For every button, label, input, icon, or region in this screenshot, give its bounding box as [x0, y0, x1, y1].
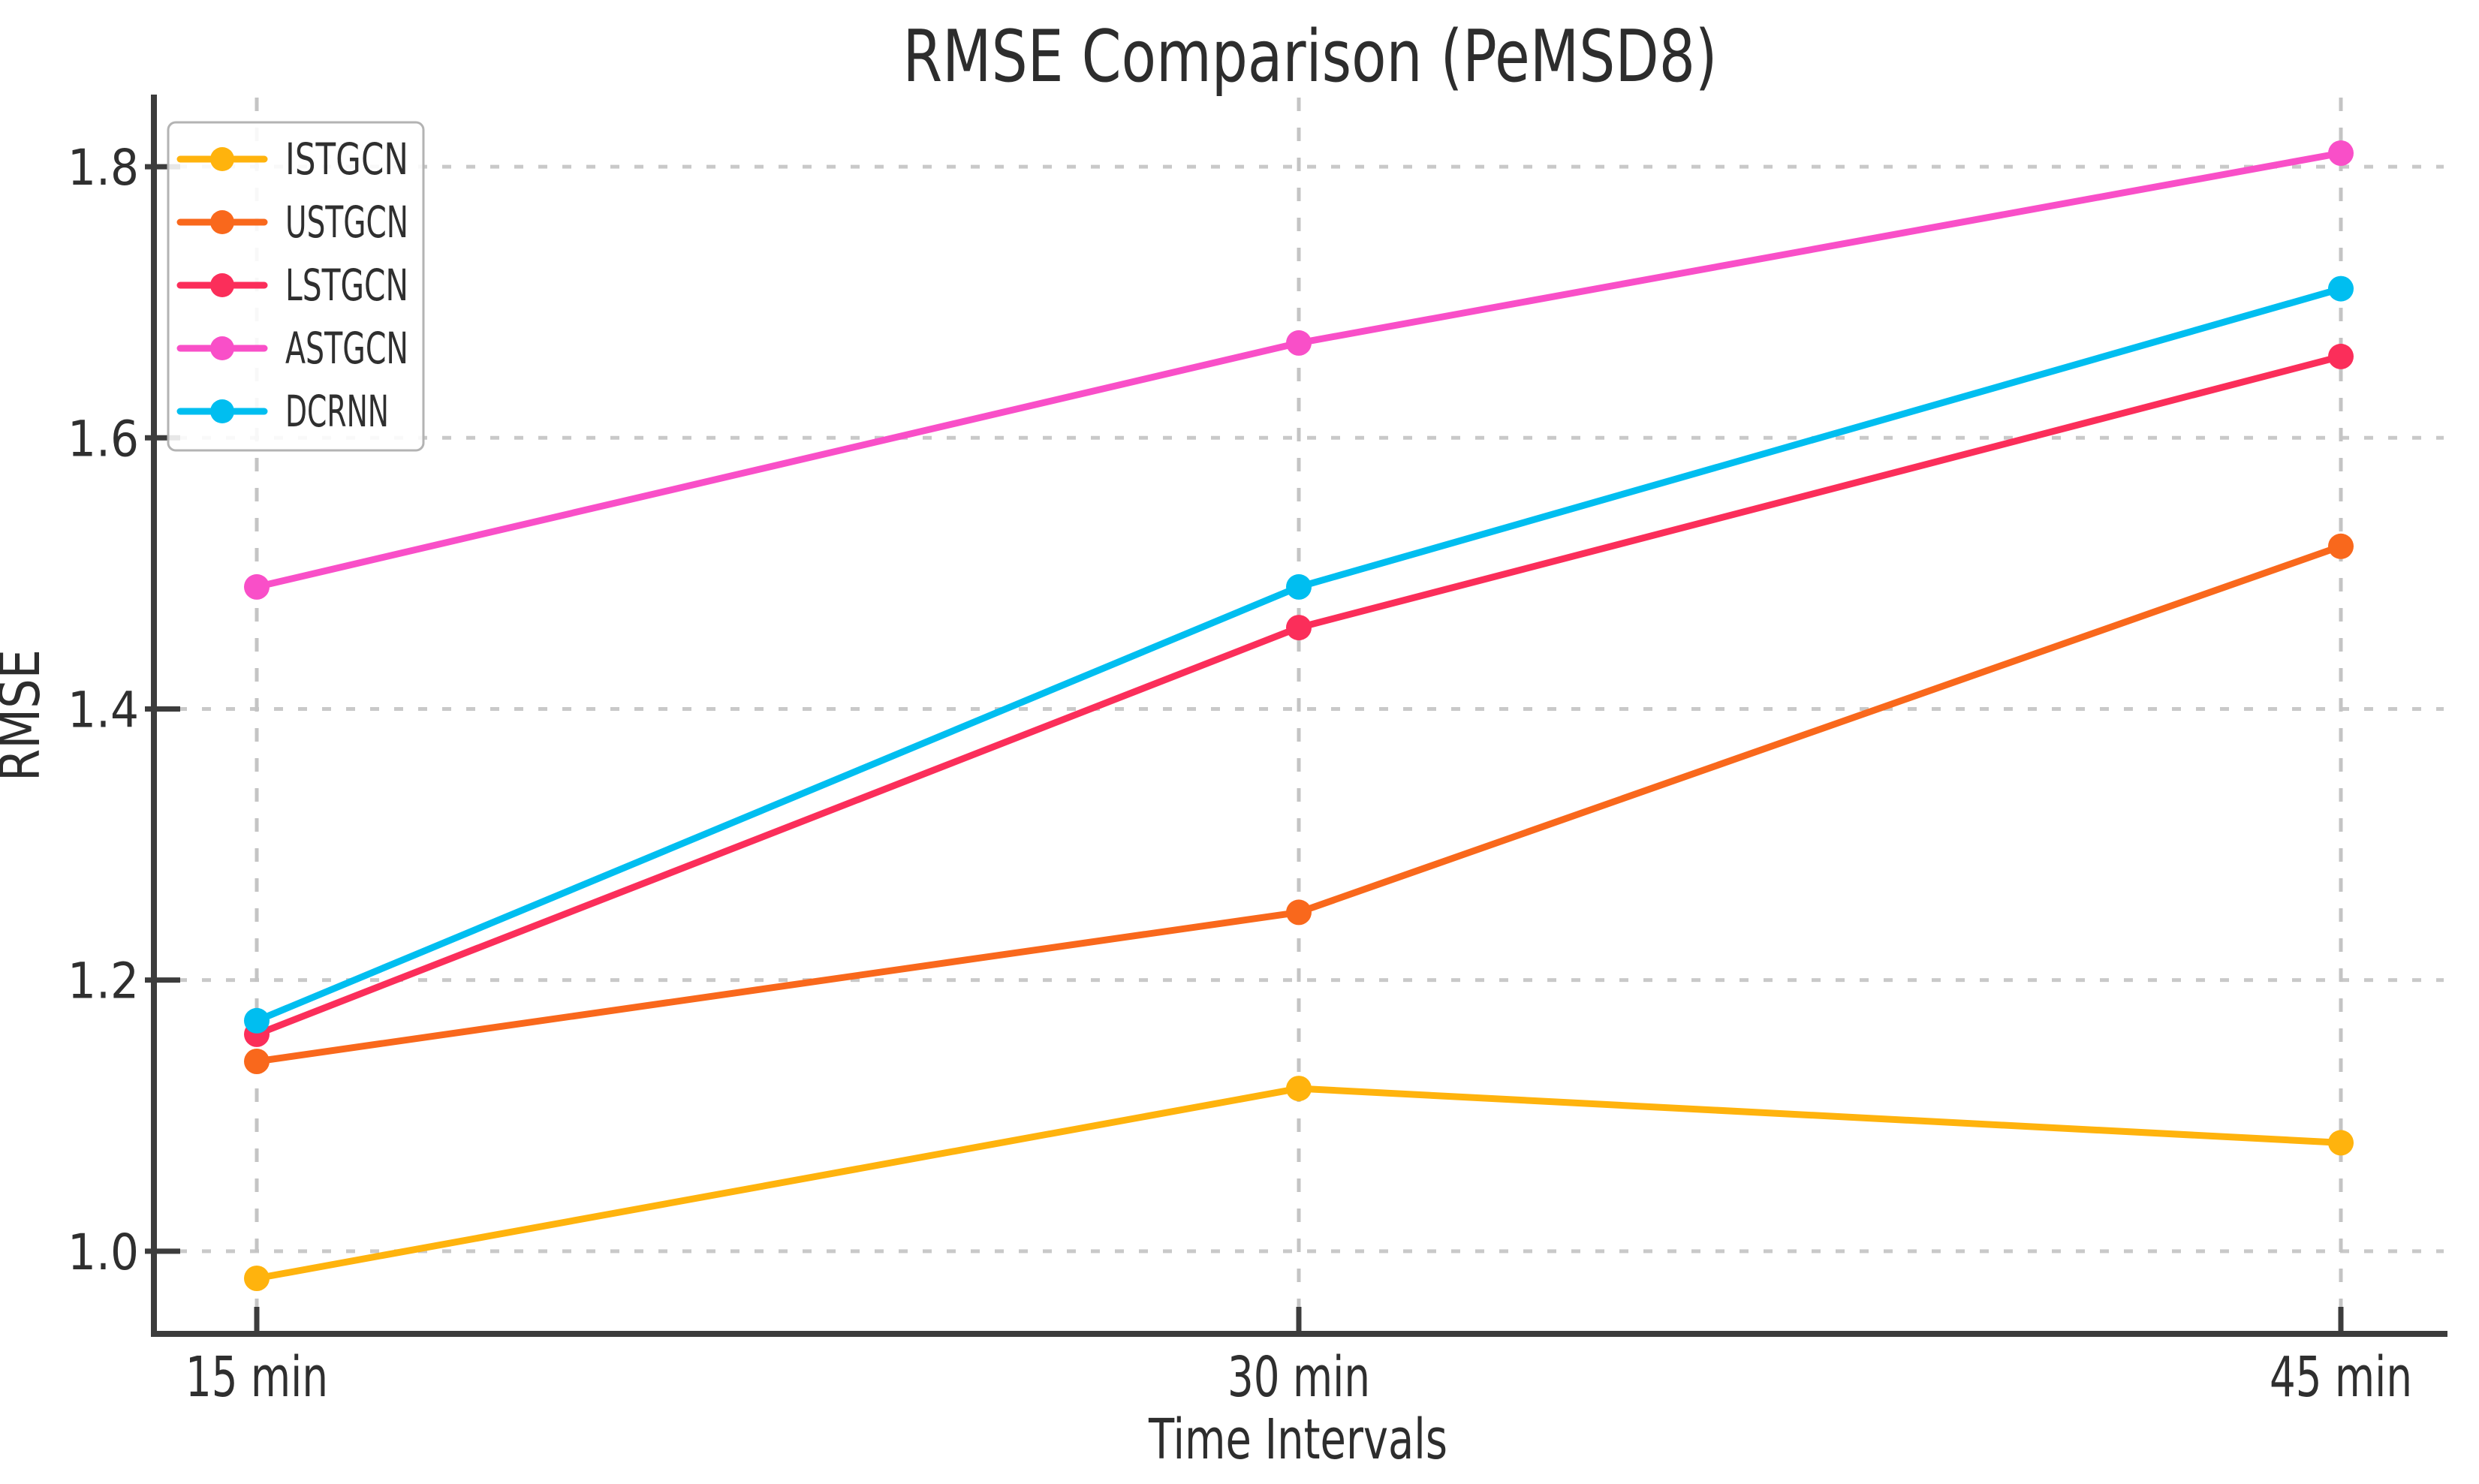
marker-astgcn-2	[2328, 140, 2354, 166]
legend: ISTGCN USTGCN LSTGCN ASTGCN DCRNN	[167, 121, 425, 452]
legend-label-ustgcn: USTGCN	[285, 197, 408, 248]
marker-dcrnn-0	[244, 1007, 270, 1034]
y-tick-label: 1.0	[68, 1224, 139, 1281]
marker-ustgcn-0	[244, 1049, 270, 1074]
gridlines	[154, 98, 2444, 1334]
legend-label-istgcn: ISTGCN	[285, 134, 408, 185]
marker-istgcn-2	[2328, 1130, 2354, 1156]
x-tick-label: 30 min	[1227, 1345, 1370, 1410]
x-tick-label: 15 min	[185, 1345, 328, 1410]
legend-marker-astgcn	[210, 336, 234, 360]
marker-dcrnn-2	[2328, 275, 2354, 302]
legend-marker-dcrnn	[210, 399, 234, 423]
legend-marker-lstgcn	[210, 273, 234, 297]
y-tick-label: 1.6	[68, 410, 139, 468]
legend-marker-ustgcn	[210, 210, 234, 234]
marker-astgcn-1	[1286, 330, 1312, 356]
y-axis-label: RMSE	[0, 649, 53, 781]
legend-label-lstgcn: LSTGCN	[285, 260, 408, 311]
marker-ustgcn-2	[2328, 533, 2354, 559]
series-lines	[244, 140, 2354, 1291]
marker-istgcn-0	[244, 1266, 270, 1291]
legend-label-astgcn: ASTGCN	[285, 323, 408, 374]
y-tick-label: 1.2	[68, 953, 139, 1010]
marker-lstgcn-2	[2328, 343, 2354, 369]
axis-tick-labels: 1.0 1.2 1.4 1.6 1.8 15 min 30 min 45 min	[68, 139, 2412, 1410]
y-tick-label: 1.8	[68, 139, 139, 197]
marker-lstgcn-1	[1286, 615, 1312, 641]
marker-ustgcn-1	[1286, 899, 1312, 926]
x-tick-label: 45 min	[2270, 1345, 2412, 1410]
legend-box	[167, 121, 425, 452]
marker-istgcn-1	[1286, 1076, 1312, 1102]
x-axis-label: Time Intervals	[1148, 1407, 1447, 1472]
marker-astgcn-0	[244, 573, 270, 600]
legend-label-dcrnn: DCRNN	[285, 386, 389, 437]
legend-marker-istgcn	[210, 147, 234, 171]
y-tick-label: 1.4	[68, 681, 139, 739]
marker-dcrnn-1	[1286, 573, 1312, 600]
chart-title: RMSE Comparison (PeMSD8)	[903, 16, 1718, 98]
